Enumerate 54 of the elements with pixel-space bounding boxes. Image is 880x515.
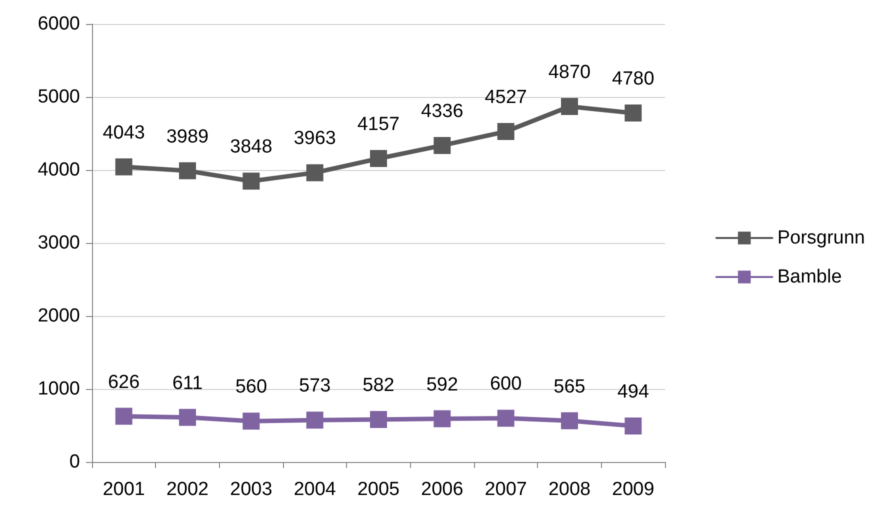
point [179, 162, 196, 180]
y-tick-label: 1000 [38, 378, 80, 400]
x-tick-label: 2002 [166, 479, 209, 500]
data-label: 494 [617, 381, 650, 402]
data-label: 4043 [102, 122, 145, 144]
point [115, 158, 132, 176]
point [561, 98, 578, 115]
x-tick-label: 2008 [548, 479, 591, 500]
legend-label: Porsgrunn [777, 228, 866, 248]
point [434, 136, 451, 154]
x-tick-label: 2009 [612, 479, 654, 500]
x-tick-label: 2004 [294, 479, 336, 500]
legend-label: Bamble [777, 266, 842, 288]
y-tick-label: 2000 [38, 306, 80, 326]
data-label: 573 [298, 376, 331, 397]
data-label: 4527 [484, 87, 527, 108]
point [242, 412, 260, 430]
y-tick-label: 5000 [38, 86, 80, 108]
y-tick-label: 4000 [38, 160, 80, 180]
point [242, 172, 260, 190]
data-label: 3989 [166, 126, 209, 148]
point [115, 408, 132, 425]
point [370, 411, 387, 428]
x-tick-label: 2006 [421, 479, 464, 500]
point [497, 123, 514, 140]
point [497, 410, 514, 427]
data-label: 3963 [294, 128, 336, 150]
data-label: 592 [426, 374, 458, 396]
data-label: 4870 [548, 62, 591, 83]
y-tick-label: 6000 [38, 14, 80, 34]
data-label: 4336 [421, 100, 464, 122]
data-label: 4157 [357, 114, 400, 136]
point [179, 408, 196, 426]
point [434, 410, 451, 428]
data-label: 565 [554, 376, 586, 398]
x-tick-label: 2001 [102, 479, 145, 500]
y-tick-label: 0 [69, 452, 80, 472]
x-tick-label: 2005 [357, 479, 400, 500]
point [306, 412, 324, 429]
data-label: 560 [235, 376, 268, 398]
x-tick-label: 2007 [484, 479, 527, 500]
data-label: 582 [362, 375, 394, 396]
point [370, 150, 387, 168]
x-tick-label: 2003 [230, 479, 272, 500]
data-label: 4780 [612, 68, 654, 90]
data-label: 626 [108, 372, 140, 393]
point [561, 412, 578, 430]
data-label: 611 [172, 372, 203, 394]
point [624, 417, 642, 434]
data-label: 600 [490, 374, 522, 395]
data-label: 3848 [230, 136, 272, 158]
point [624, 104, 642, 122]
point [306, 164, 324, 182]
y-tick-label: 3000 [38, 232, 80, 254]
